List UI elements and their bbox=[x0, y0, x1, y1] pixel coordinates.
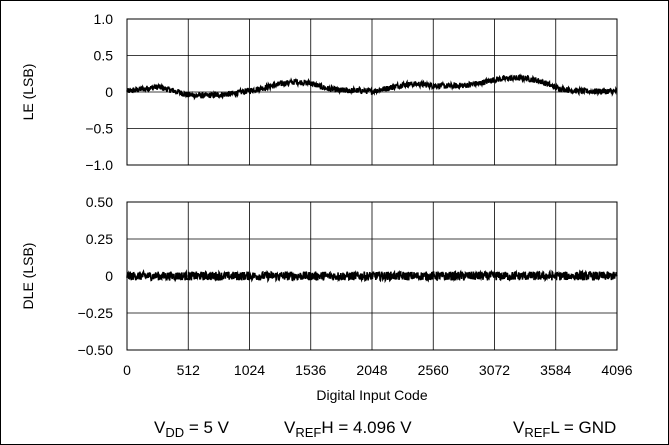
condition-vrefl: VREFL = GND bbox=[513, 418, 616, 440]
dle-y-tick-label: −0.25 bbox=[78, 305, 114, 321]
le-trace bbox=[126, 73, 618, 101]
dle-x-ticks: 0 512 1024 1536 2048 2560 3072 3584 4096 bbox=[123, 362, 633, 378]
x-tick-label: 3584 bbox=[540, 362, 571, 378]
dle-y-tick-label: 0.25 bbox=[86, 231, 113, 247]
dle-plot-frame bbox=[126, 201, 618, 351]
condition-vrefl-value: L = GND bbox=[550, 418, 616, 437]
le-y-tick-label: 0 bbox=[105, 84, 113, 100]
x-axis-title: Digital Input Code bbox=[316, 387, 428, 403]
x-tick-label: 0 bbox=[123, 362, 131, 378]
le-plot-frame bbox=[126, 18, 618, 166]
condition-vdd-symbol: V bbox=[154, 418, 166, 437]
le-series-line bbox=[126, 73, 618, 101]
condition-vrefh-subscript: REF bbox=[295, 425, 321, 440]
dle-series-line bbox=[126, 269, 618, 284]
x-tick-label: 3072 bbox=[479, 362, 510, 378]
dle-trace bbox=[126, 269, 618, 284]
condition-vrefl-symbol: V bbox=[513, 418, 525, 437]
dle-plot: 0.50 0.25 0 −0.25 −0.50 0 512 1024 1536 2048 2560… bbox=[20, 194, 633, 403]
dle-y-tick-label: −0.50 bbox=[78, 342, 114, 358]
x-tick-label: 1536 bbox=[295, 362, 326, 378]
le-y-ticks: 1.0 0.5 0 −0.5 −1.0 bbox=[85, 11, 113, 173]
x-tick-label: 1024 bbox=[234, 362, 265, 378]
x-tick-label: 2048 bbox=[356, 362, 387, 378]
condition-vdd-value: = 5 V bbox=[184, 418, 230, 437]
dle-y-axis-title: DLE (LSB) bbox=[20, 243, 36, 310]
condition-vrefl-subscript: REF bbox=[524, 425, 550, 440]
x-tick-label: 4096 bbox=[601, 362, 632, 378]
condition-vrefh: VREFH = 4.096 V bbox=[284, 418, 412, 440]
le-y-tick-label: −1.0 bbox=[85, 157, 113, 173]
le-y-tick-label: 1.0 bbox=[94, 11, 114, 27]
le-plot: 1.0 0.5 0 −0.5 −1.0 LE (LSB) bbox=[20, 11, 618, 173]
condition-vrefh-symbol: V bbox=[284, 418, 296, 437]
dle-y-tick-label: 0 bbox=[105, 268, 113, 284]
condition-vdd: VDD = 5 V bbox=[154, 418, 230, 440]
x-tick-label: 512 bbox=[177, 362, 201, 378]
dle-y-tick-label: 0.50 bbox=[86, 194, 113, 210]
x-tick-label: 2560 bbox=[418, 362, 449, 378]
le-y-tick-label: −0.5 bbox=[85, 121, 113, 137]
condition-vrefh-value: H = 4.096 V bbox=[321, 418, 412, 437]
le-y-tick-label: 0.5 bbox=[94, 48, 114, 64]
le-y-axis-title: LE (LSB) bbox=[20, 64, 36, 121]
condition-vdd-subscript: DD bbox=[165, 425, 184, 440]
dle-y-ticks: 0.50 0.25 0 −0.25 −0.50 bbox=[78, 194, 114, 358]
